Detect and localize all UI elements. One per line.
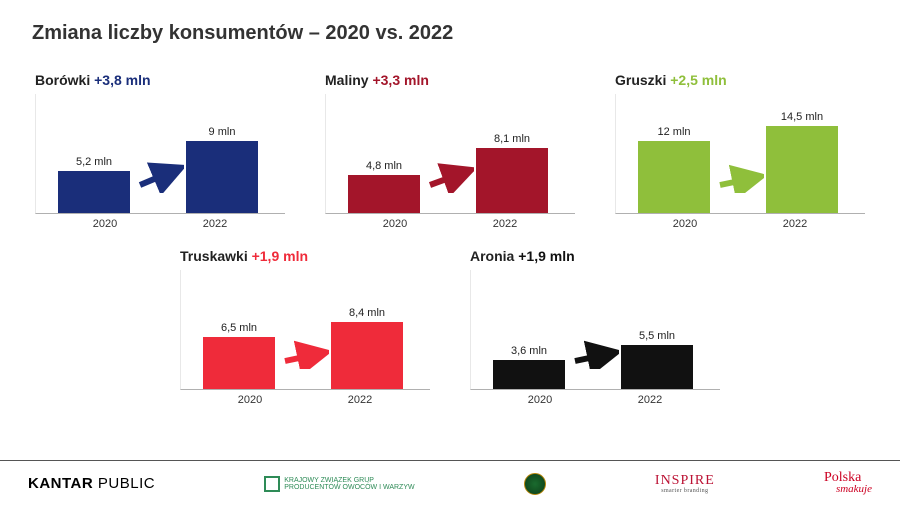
x-axis-labels: 2020 2022 xyxy=(615,214,865,230)
xlabel-2022: 2022 xyxy=(469,218,541,230)
chart-plot: 12 mln 14,5 mln xyxy=(615,94,865,214)
chart-title: Aronia +1,9 mln xyxy=(470,248,720,264)
bar-2022-label: 9 mln xyxy=(186,126,258,138)
x-axis-labels: 2020 2022 xyxy=(35,214,285,230)
xlabel-2020: 2020 xyxy=(504,394,576,406)
xlabel-2020: 2020 xyxy=(69,218,141,230)
logo-kzg: KRAJOWY ZWIĄZEK GRUP PRODUCENTÓW OWOCÓW … xyxy=(264,476,414,492)
chart-delta: +3,3 mln xyxy=(372,72,428,88)
chart-plot: 4,8 mln 8,1 mln xyxy=(325,94,575,214)
bar-2020: 12 mln xyxy=(638,141,710,213)
bar-2020-label: 4,8 mln xyxy=(348,160,420,172)
bar-2020: 5,2 mln xyxy=(58,171,130,213)
x-axis-labels: 2020 2022 xyxy=(470,390,720,406)
xlabel-2020: 2020 xyxy=(214,394,286,406)
chart-title: Maliny +3,3 mln xyxy=(325,72,575,88)
chart-name: Borówki xyxy=(35,72,90,88)
chart-row-2: Truskawki +1,9 mln 6,5 mln 8,4 mln 2020 … xyxy=(0,248,900,406)
chart-borowki: Borówki +3,8 mln 5,2 mln 9 mln 2020 2022 xyxy=(35,72,285,230)
logo-polska: Polska smakuje xyxy=(824,472,872,494)
trend-arrow xyxy=(281,321,329,369)
trend-arrow xyxy=(426,145,474,193)
chart-delta: +1,9 mln xyxy=(518,248,574,264)
chart-aronia: Aronia +1,9 mln 3,6 mln 5,5 mln 2020 202… xyxy=(470,248,720,406)
chart-truskawki: Truskawki +1,9 mln 6,5 mln 8,4 mln 2020 … xyxy=(180,248,430,406)
trend-arrow-icon xyxy=(426,145,474,193)
chart-plot: 3,6 mln 5,5 mln xyxy=(470,270,720,390)
xlabel-2022: 2022 xyxy=(614,394,686,406)
chart-gruszki: Gruszki +2,5 mln 12 mln 14,5 mln 2020 20… xyxy=(615,72,865,230)
bar-2020-label: 5,2 mln xyxy=(58,156,130,168)
bar-2022-label: 8,1 mln xyxy=(476,133,548,145)
chart-title: Borówki +3,8 mln xyxy=(35,72,285,88)
xlabel-2020: 2020 xyxy=(649,218,721,230)
logo-kantar-bold: KANTAR xyxy=(28,475,93,492)
x-axis-labels: 2020 2022 xyxy=(325,214,575,230)
logo-inspire-main: INSPIRE xyxy=(655,473,715,488)
logo-kantar: KANTAR PUBLIC xyxy=(28,475,155,492)
chart-title: Truskawki +1,9 mln xyxy=(180,248,430,264)
bar-2022: 8,4 mln xyxy=(331,322,403,389)
logo-kzg-line2: PRODUCENTÓW OWOCÓW I WARZYW xyxy=(284,484,414,491)
bar-2020: 6,5 mln xyxy=(203,337,275,389)
chart-plot: 6,5 mln 8,4 mln xyxy=(180,270,430,390)
trend-arrow-icon xyxy=(571,321,619,369)
bar-2022: 9 mln xyxy=(186,141,258,213)
page-title: Zmiana liczby konsumentów – 2020 vs. 202… xyxy=(32,22,453,45)
xlabel-2022: 2022 xyxy=(324,394,396,406)
trend-arrow-icon xyxy=(716,145,764,193)
chart-row-1: Borówki +3,8 mln 5,2 mln 9 mln 2020 2022 xyxy=(0,72,900,230)
chart-plot: 5,2 mln 9 mln xyxy=(35,94,285,214)
trend-arrow xyxy=(716,145,764,193)
chart-delta: +3,8 mln xyxy=(94,72,150,88)
bar-2022-label: 14,5 mln xyxy=(766,111,838,123)
bar-2020-label: 3,6 mln xyxy=(493,345,565,357)
chart-maliny: Maliny +3,3 mln 4,8 mln 8,1 mln 2020 202… xyxy=(325,72,575,230)
bar-2022: 5,5 mln xyxy=(621,345,693,389)
trend-arrow xyxy=(571,321,619,369)
trend-arrow-icon xyxy=(136,145,184,193)
chart-title: Gruszki +2,5 mln xyxy=(615,72,865,88)
chart-name: Truskawki xyxy=(180,248,248,264)
slide: Zmiana liczby konsumentów – 2020 vs. 202… xyxy=(0,0,900,506)
trend-arrow xyxy=(136,145,184,193)
charts-region: Borówki +3,8 mln 5,2 mln 9 mln 2020 2022 xyxy=(0,72,900,406)
logo-kzg-icon xyxy=(264,476,280,492)
bar-2020: 4,8 mln xyxy=(348,175,420,213)
logo-seal-icon xyxy=(524,473,546,495)
xlabel-2022: 2022 xyxy=(179,218,251,230)
bar-2020-label: 12 mln xyxy=(638,126,710,138)
chart-name: Maliny xyxy=(325,72,369,88)
bar-2022: 14,5 mln xyxy=(766,126,838,213)
footer: KANTAR PUBLIC KRAJOWY ZWIĄZEK GRUP PRODU… xyxy=(0,460,900,506)
logo-kantar-thin: PUBLIC xyxy=(93,475,155,492)
chart-name: Gruszki xyxy=(615,72,666,88)
xlabel-2022: 2022 xyxy=(759,218,831,230)
chart-delta: +2,5 mln xyxy=(670,72,726,88)
bar-2020: 3,6 mln xyxy=(493,360,565,389)
logo-inspire-sub: smarter branding xyxy=(655,488,715,494)
chart-name: Aronia xyxy=(470,248,514,264)
xlabel-2020: 2020 xyxy=(359,218,431,230)
logo-kzg-line1: KRAJOWY ZWIĄZEK GRUP xyxy=(284,477,414,484)
x-axis-labels: 2020 2022 xyxy=(180,390,430,406)
logo-inspire: INSPIRE smarter branding xyxy=(655,474,715,494)
logo-polska-bot: smakuje xyxy=(836,485,872,495)
bar-2022-label: 5,5 mln xyxy=(621,330,693,342)
bar-2022: 8,1 mln xyxy=(476,148,548,213)
trend-arrow-icon xyxy=(281,321,329,369)
bar-2020-label: 6,5 mln xyxy=(203,322,275,334)
chart-delta: +1,9 mln xyxy=(252,248,308,264)
bar-2022-label: 8,4 mln xyxy=(331,307,403,319)
